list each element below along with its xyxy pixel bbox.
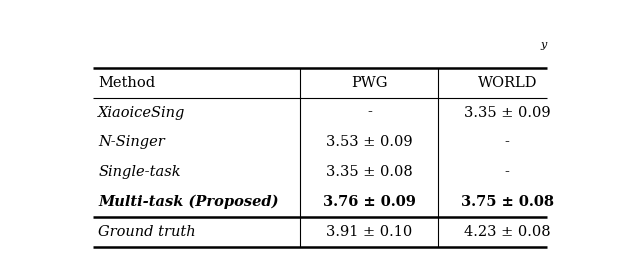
Text: 4.23 ± 0.08: 4.23 ± 0.08	[464, 225, 550, 239]
Text: Method: Method	[99, 76, 155, 90]
Text: PWG: PWG	[351, 76, 388, 90]
Text: -: -	[367, 106, 372, 119]
Text: -: -	[505, 135, 510, 149]
Text: Single-task: Single-task	[99, 165, 181, 179]
Text: Multi-task (Proposed): Multi-task (Proposed)	[99, 195, 279, 209]
Text: 3.35 ± 0.08: 3.35 ± 0.08	[326, 165, 412, 179]
Text: WORLD: WORLD	[477, 76, 537, 90]
Text: 3.35 ± 0.09: 3.35 ± 0.09	[464, 106, 550, 119]
Text: 3.91 ± 0.10: 3.91 ± 0.10	[326, 225, 412, 239]
Text: y: y	[541, 40, 547, 50]
Text: 3.76 ± 0.09: 3.76 ± 0.09	[323, 195, 416, 209]
Text: -: -	[505, 165, 510, 179]
Text: XiaoiceSing: XiaoiceSing	[99, 106, 186, 119]
Text: Ground truth: Ground truth	[99, 225, 196, 239]
Text: 3.53 ± 0.09: 3.53 ± 0.09	[326, 135, 412, 149]
Text: 3.75 ± 0.08: 3.75 ± 0.08	[461, 195, 553, 209]
Text: N-Singer: N-Singer	[99, 135, 165, 149]
